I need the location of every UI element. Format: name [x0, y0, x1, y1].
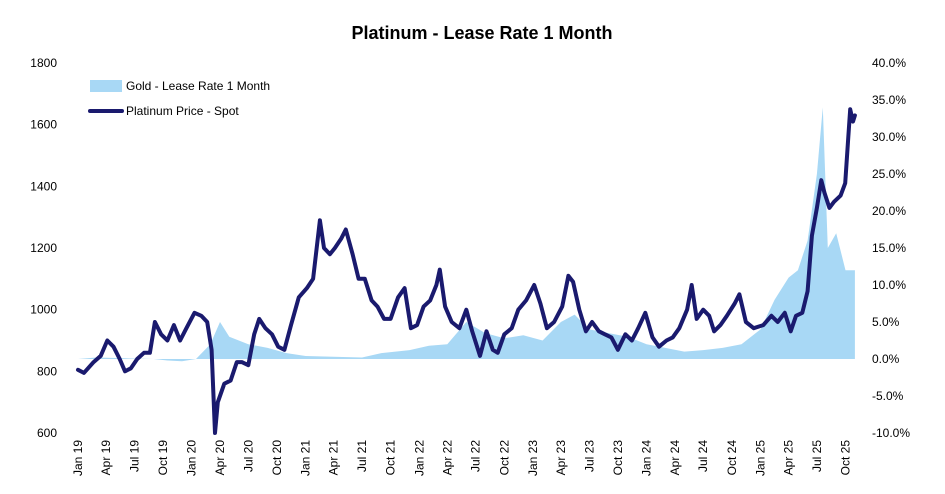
x-tick-label: Jul 22: [469, 440, 483, 472]
right-tick-label: 40.0%: [872, 56, 906, 70]
x-tick-label: Jan 24: [640, 440, 654, 476]
x-tick-label: Jan 20: [185, 440, 199, 476]
legend-swatch-gold-lease-rate: [90, 80, 122, 92]
x-tick-label: Oct 19: [156, 440, 170, 476]
x-tick-label: Apr 22: [440, 440, 454, 476]
left-tick-label: 1200: [30, 241, 57, 255]
left-axis-ticks: 1800 1600 1400 1200 1000 800 600: [30, 56, 57, 440]
left-tick-label: 800: [37, 364, 57, 378]
x-tick-label: Jan 25: [754, 440, 768, 476]
legend-label-gold-lease-rate: Gold - Lease Rate 1 Month: [126, 79, 270, 93]
right-tick-label: 0.0%: [872, 352, 900, 366]
x-tick-label: Jul 25: [810, 440, 824, 472]
x-tick-label: Jan 21: [299, 440, 313, 476]
right-tick-label: -5.0%: [872, 389, 904, 403]
right-tick-label: 5.0%: [872, 315, 900, 329]
legend: Gold - Lease Rate 1 Month Platinum Price…: [88, 79, 270, 118]
series-gold-lease-rate-area: [78, 107, 855, 362]
right-tick-label: 10.0%: [872, 278, 906, 292]
x-tick-label: Jul 21: [355, 440, 369, 472]
x-tick-label: Oct 22: [497, 440, 511, 476]
x-tick-label: Oct 23: [611, 440, 625, 476]
x-tick-label: Jul 20: [241, 440, 255, 472]
series-platinum-price-line: [76, 107, 857, 435]
x-tick-label: Apr 21: [327, 440, 341, 476]
left-tick-label: 1400: [30, 179, 57, 193]
x-tick-label: Jan 23: [526, 440, 540, 476]
x-tick-label: Apr 20: [213, 440, 227, 476]
x-axis-ticks: Jan 19 Apr 19 Jul 19 Oct 19 Jan 20 Apr 20 Jul …: [71, 440, 853, 476]
x-tick-label: Jul 24: [696, 440, 710, 472]
x-tick-label: Jan 19: [71, 440, 85, 476]
x-tick-label: Oct 24: [725, 440, 739, 476]
left-tick-label: 1800: [30, 56, 57, 70]
right-tick-label: -10.0%: [872, 426, 910, 440]
x-tick-label: Oct 25: [839, 440, 853, 476]
right-tick-label: 25.0%: [872, 167, 906, 181]
x-tick-label: Jul 23: [582, 440, 596, 472]
right-tick-label: 30.0%: [872, 130, 906, 144]
left-tick-label: 600: [37, 426, 57, 440]
left-tick-label: 1000: [30, 303, 57, 317]
right-tick-label: 35.0%: [872, 93, 906, 107]
x-tick-label: Oct 20: [270, 440, 284, 476]
right-tick-label: 15.0%: [872, 241, 906, 255]
left-tick-label: 1600: [30, 118, 57, 132]
x-tick-label: Apr 25: [782, 440, 796, 476]
x-tick-label: Apr 23: [554, 440, 568, 476]
x-tick-label: Apr 24: [668, 440, 682, 476]
x-tick-label: Jan 22: [412, 440, 426, 476]
x-tick-label: Jul 19: [127, 440, 141, 472]
right-tick-label: 20.0%: [872, 204, 906, 218]
x-tick-label: Oct 21: [384, 440, 398, 476]
right-axis-ticks: 40.0% 35.0% 30.0% 25.0% 20.0% 15.0% 10.0% 5.0% 0…: [872, 56, 910, 440]
x-tick-label: Apr 19: [99, 440, 113, 476]
chart-title: Platinum - Lease Rate 1 Month: [351, 23, 612, 43]
legend-label-platinum-price: Platinum Price - Spot: [126, 104, 239, 118]
